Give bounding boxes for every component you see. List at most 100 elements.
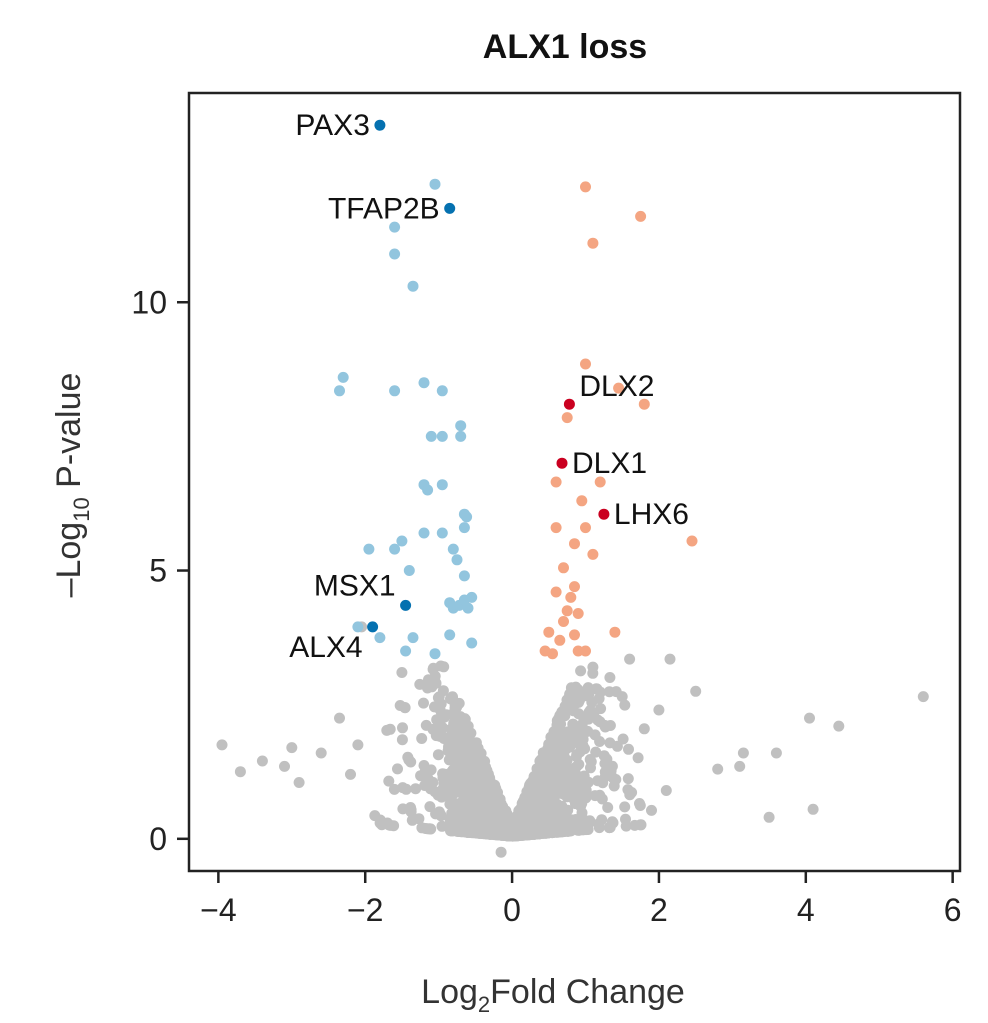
up-point (613, 382, 625, 394)
cloud-point (607, 772, 619, 784)
down-point (436, 527, 448, 539)
cloud-point (580, 824, 592, 836)
cloud-point (603, 822, 615, 834)
down-point (407, 632, 419, 644)
up-point (558, 616, 569, 627)
cloud-point (419, 765, 431, 777)
cloud-point (414, 678, 426, 690)
cloud-point (394, 700, 406, 711)
gene-point-dlx1 (556, 457, 568, 469)
cloud-point (416, 733, 428, 744)
y-tick-label: 0 (149, 821, 167, 857)
cloud-point (632, 752, 644, 764)
down-layer (334, 178, 478, 660)
cloud-point (592, 775, 604, 787)
cloud-point (374, 814, 386, 826)
cloud-point (599, 766, 611, 778)
cloud-point (558, 808, 570, 820)
down-point (455, 430, 467, 442)
up-point (686, 535, 698, 547)
cloud-point (623, 743, 634, 755)
up-point (543, 626, 555, 638)
down-point (334, 385, 345, 397)
up-point (565, 591, 577, 603)
cloud-point (426, 777, 438, 789)
cloud-point (451, 700, 463, 712)
cloud-point (437, 768, 449, 780)
x-axis-label-prefix: Log (421, 973, 478, 1011)
cloud-point (396, 734, 408, 746)
ns-point (763, 811, 775, 823)
down-point (337, 371, 349, 383)
down-point (429, 648, 441, 660)
gene-point-alx4 (367, 621, 379, 633)
cloud-point (458, 784, 470, 796)
down-point (447, 543, 459, 555)
cloud-point (589, 790, 601, 802)
cloud-point (492, 807, 504, 819)
ns-point (653, 704, 665, 716)
cloud-point (447, 789, 458, 801)
y-tick-label: 10 (131, 284, 167, 320)
up-point (635, 210, 647, 222)
gene-point-lhx6 (598, 508, 610, 520)
cloud-point (432, 749, 444, 761)
y-axis-label-sub: 10 (69, 497, 94, 521)
ns-point (807, 803, 819, 815)
cloud-point (459, 713, 471, 725)
ns-point (495, 846, 507, 858)
cloud-point (383, 775, 395, 787)
ns-point (804, 712, 815, 724)
cloud-point (604, 672, 616, 683)
cloud-point (474, 754, 486, 765)
ns-point (833, 720, 845, 732)
down-point (425, 430, 437, 442)
gene-label-tfap2b: TFAP2B (328, 192, 440, 225)
ns-point (660, 785, 672, 796)
cloud-point (431, 714, 443, 726)
x-axis-label-sub: 2 (478, 992, 490, 1017)
cloud-point (467, 795, 479, 807)
up-point (554, 634, 566, 646)
up-layer (539, 181, 698, 660)
down-point (396, 535, 408, 547)
ns-point (352, 739, 364, 751)
plot-frame (187, 91, 962, 873)
cloud-point (435, 698, 447, 710)
ns-point (638, 723, 650, 735)
y-axis-label-prefix: –Log (50, 522, 88, 598)
cloud-point (553, 826, 564, 838)
x-axis: −4 −2 0 2 4 6 (200, 871, 962, 928)
up-point (580, 645, 591, 657)
cloud-point (600, 753, 612, 765)
up-point (569, 629, 580, 641)
cloud-point (455, 727, 467, 739)
gene-point-dlx2 (563, 398, 575, 410)
down-point (418, 377, 430, 389)
ns-point (737, 747, 749, 759)
down-point (400, 645, 412, 657)
down-point (429, 178, 441, 190)
cloud-point (620, 820, 632, 832)
up-point (580, 181, 591, 193)
cloud-point (418, 697, 429, 709)
ns-point (334, 712, 345, 724)
cloud-point (556, 818, 568, 830)
gene-label-lhx6: LHX6 (614, 498, 689, 531)
cloud-point (603, 686, 615, 698)
cloud-point (388, 820, 400, 832)
cloud-point (646, 804, 657, 816)
ns-point (770, 747, 782, 759)
gene-label-msx1: MSX1 (314, 569, 396, 602)
cloud-point (403, 754, 415, 766)
cloud-point (458, 820, 470, 832)
cloud-point (448, 717, 460, 729)
down-point (352, 621, 364, 633)
ns-point (616, 691, 628, 703)
ns-point (345, 768, 356, 780)
down-point (461, 511, 473, 523)
gene-point-pax3 (374, 119, 386, 131)
cloud-point (574, 746, 586, 758)
down-point (436, 479, 448, 491)
cloud-point (548, 746, 560, 758)
